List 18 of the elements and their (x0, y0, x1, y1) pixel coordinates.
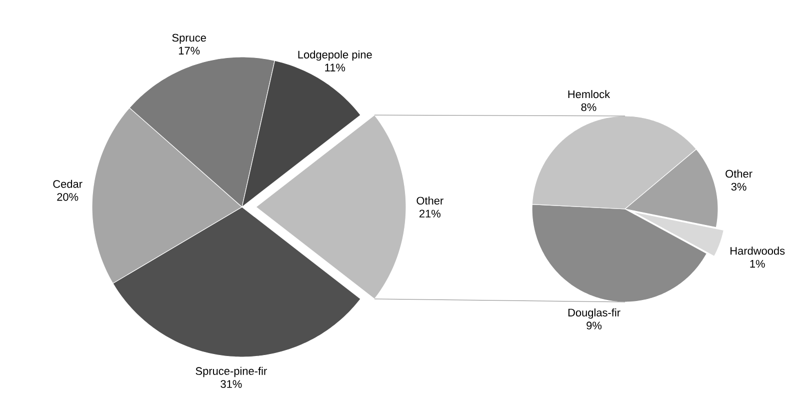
slice-label: Hardwoods (730, 246, 785, 255)
data-label: 11% (325, 64, 346, 72)
slice-label: Spruce (172, 34, 206, 44)
slice-label: Douglas-fir (568, 308, 620, 319)
data-label: 17% (178, 46, 200, 55)
slice-label: Other (416, 196, 444, 205)
slice-label: Other (726, 170, 752, 178)
data-label: 20% (57, 193, 78, 201)
data-label: 31% (220, 380, 242, 388)
data-label: 1% (750, 260, 765, 268)
slice-label: Cedar (53, 180, 82, 188)
data-label: 21% (419, 210, 440, 218)
data-label: 9% (586, 322, 602, 330)
slice-label: Hemlock (568, 90, 610, 98)
data-label: 3% (731, 182, 746, 191)
slice-label: Lodgepole pine (298, 50, 372, 61)
data-label: 8% (581, 103, 596, 112)
slice-label: Spruce-pine-fir (196, 366, 267, 378)
